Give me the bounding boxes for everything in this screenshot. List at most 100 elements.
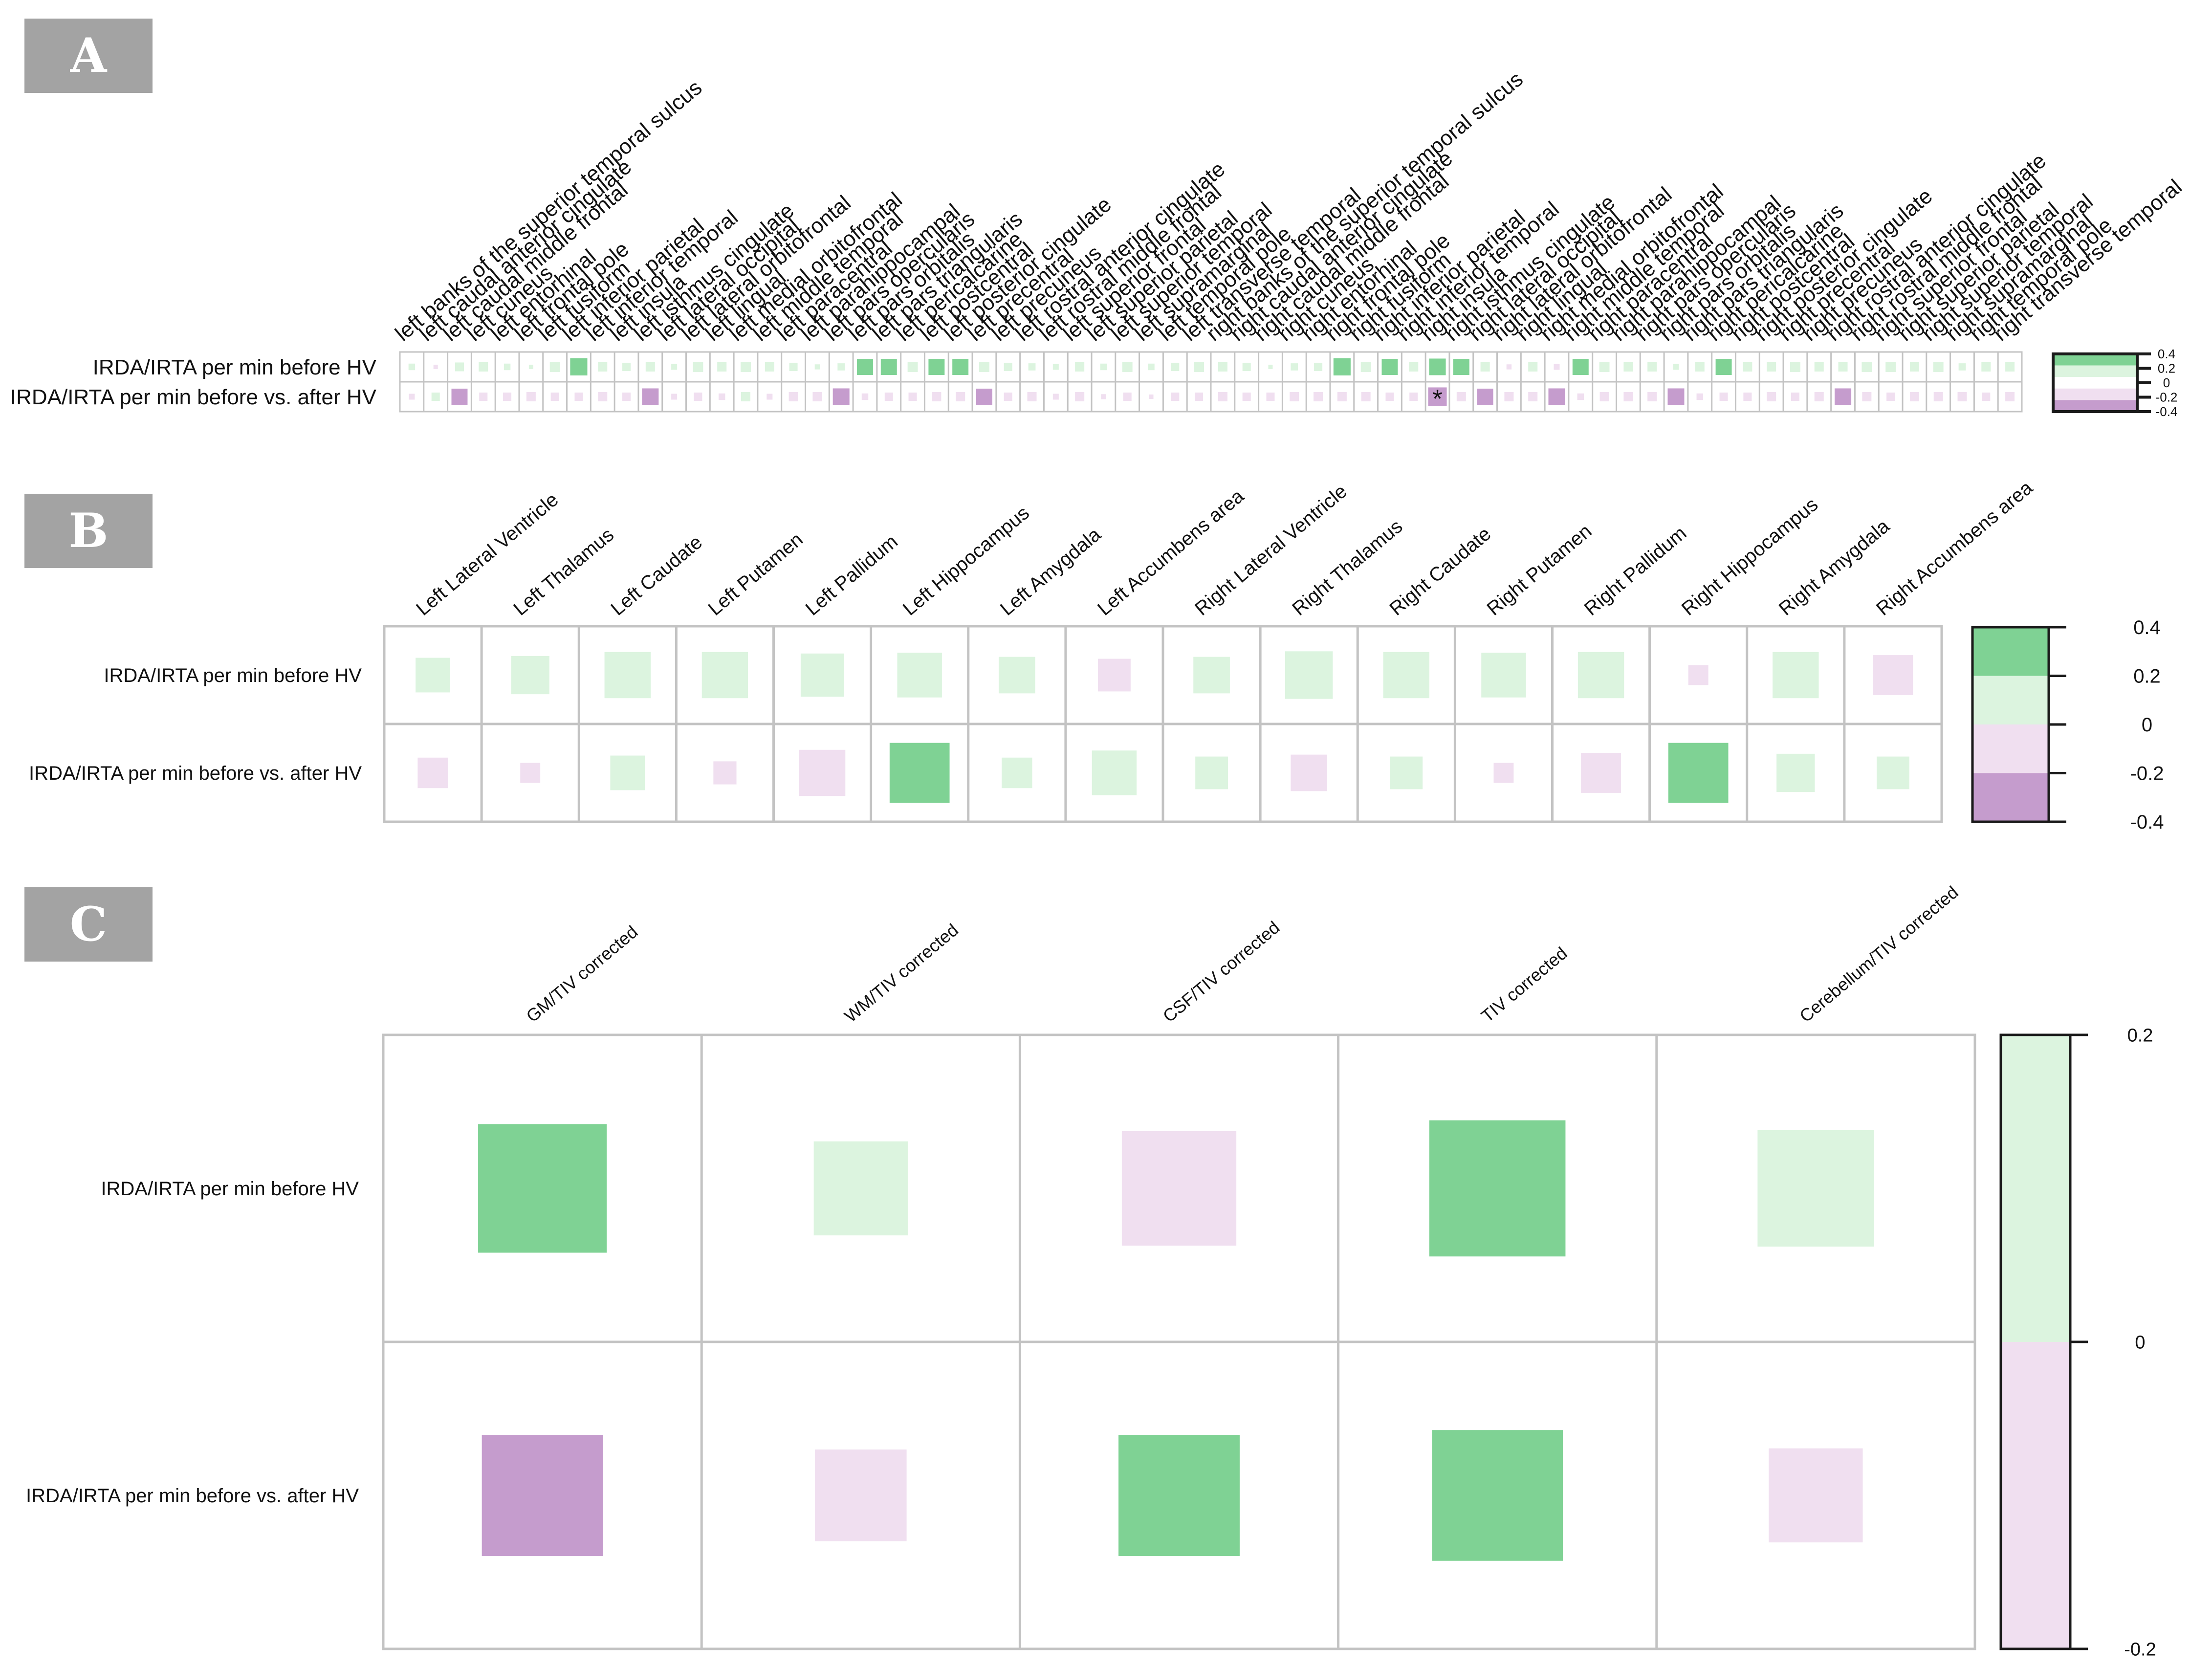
colorbar-tick-label: 0.4	[2158, 347, 2175, 361]
cell-square	[1453, 359, 1469, 375]
cell-square	[718, 393, 725, 400]
row-label: IRDA/IRTA per min before vs. after HV	[26, 1485, 359, 1507]
cell-square	[622, 362, 631, 372]
cell-square	[1100, 363, 1107, 371]
cell-square	[1429, 358, 1446, 375]
cell-square	[765, 362, 774, 372]
cell-square	[1673, 364, 1679, 370]
cell-square	[416, 658, 450, 693]
cell-square	[1862, 392, 1872, 402]
colorbar-band	[2053, 400, 2137, 412]
cell-square	[1791, 392, 1799, 401]
cell-square	[1885, 362, 1896, 372]
cell-square	[549, 362, 560, 372]
colorbar-tick-label: 0.4	[2133, 617, 2161, 638]
cell-square	[645, 362, 655, 372]
cell-square	[1572, 359, 1589, 375]
cell-square	[1877, 756, 1909, 789]
cell-square	[671, 394, 678, 400]
colorbar-band	[2053, 388, 2137, 400]
cell-square	[1647, 362, 1657, 372]
colorbar-band	[1972, 627, 2049, 676]
cell-square	[1776, 753, 1815, 792]
cell-square	[1554, 364, 1560, 370]
cell-square	[1599, 362, 1610, 372]
cell-square	[812, 392, 822, 402]
cell-square	[1548, 388, 1565, 405]
cell-square	[832, 388, 850, 405]
colorbar-tick-label: 0.2	[2158, 361, 2175, 376]
cell-square	[1599, 392, 1609, 402]
cell-square	[813, 1141, 908, 1236]
column-label-right-pallidum: Right Pallidum	[1580, 522, 1691, 619]
cell-square	[1696, 393, 1704, 400]
cell-square	[417, 757, 448, 789]
cell-square	[1291, 363, 1298, 371]
cell-square	[800, 653, 844, 697]
cell-square	[717, 362, 727, 372]
cell-square	[2005, 362, 2015, 372]
cell-square	[976, 389, 992, 405]
column-label-right-caudate: Right Caudate	[1385, 523, 1495, 620]
cell-square	[550, 392, 559, 401]
cell-square	[1314, 362, 1323, 372]
cell-square	[1835, 388, 1852, 405]
panel-c-badge: C	[24, 887, 153, 962]
cell-square	[814, 364, 820, 370]
cell-square	[814, 1449, 907, 1541]
cell-square	[1481, 653, 1526, 698]
cell-square	[1242, 362, 1251, 372]
cell-square	[1623, 392, 1633, 402]
cell-square	[1052, 364, 1059, 370]
column-label-cerebellum-tiv-corrected: Cerebellum/TIV corrected	[1796, 882, 1962, 1026]
colorbar-band	[1972, 773, 2049, 822]
cell-square	[1218, 362, 1227, 372]
cell-square	[520, 763, 541, 783]
cell-square	[1285, 651, 1333, 699]
column-label-right-putamen: Right Putamen	[1483, 520, 1596, 620]
column-label-csf-tiv-corrected: CSF/TIV corrected	[1159, 917, 1284, 1026]
cell-square	[1480, 362, 1490, 372]
column-label-gm-tiv-corrected: GM/TIV corrected	[522, 921, 641, 1026]
cell-square	[642, 388, 659, 405]
cell-square	[701, 652, 748, 699]
cell-square	[1647, 392, 1657, 402]
column-label-right-accumbens-area: Right Accumbens area	[1872, 477, 2037, 620]
cell-square	[1123, 392, 1132, 401]
cell-square	[482, 1435, 603, 1556]
cell-square	[1149, 395, 1154, 399]
cell-square	[1506, 364, 1512, 370]
colorbar-tick-label: -0.2	[2124, 1639, 2156, 1660]
cell-square	[1456, 392, 1466, 402]
significance-star: *	[1432, 385, 1442, 413]
cell-square	[1814, 362, 1824, 372]
colorbar-band	[2053, 365, 2137, 377]
cell-square	[1121, 1131, 1237, 1246]
cell-square	[1477, 389, 1493, 405]
cell-square	[1118, 1435, 1240, 1556]
cell-square	[1767, 362, 1776, 372]
cell-square	[1148, 363, 1155, 371]
colorbar-tick-label: -0.2	[2156, 390, 2178, 405]
cell-square	[1360, 362, 1371, 372]
colorbar-tick-label: 0	[2142, 714, 2152, 736]
cell-square	[455, 362, 464, 372]
cell-square	[1027, 392, 1037, 402]
colorbar-band	[1972, 676, 2049, 724]
cell-square	[451, 389, 468, 405]
cell-square	[693, 362, 703, 372]
cell-square	[897, 653, 942, 698]
colorbar-band	[2053, 354, 2137, 366]
cell-square	[671, 364, 678, 370]
cell-square	[1101, 394, 1106, 399]
cell-square	[1028, 363, 1036, 371]
cell-square	[1581, 753, 1621, 793]
cell-square	[1193, 657, 1230, 694]
cell-square	[1982, 392, 1991, 401]
cell-square	[789, 362, 798, 372]
colorbar-tick-label: -0.2	[2130, 763, 2164, 785]
cell-square	[431, 392, 440, 401]
cell-square	[1385, 392, 1394, 401]
cell-square	[1390, 756, 1423, 789]
cell-square	[1052, 394, 1059, 400]
